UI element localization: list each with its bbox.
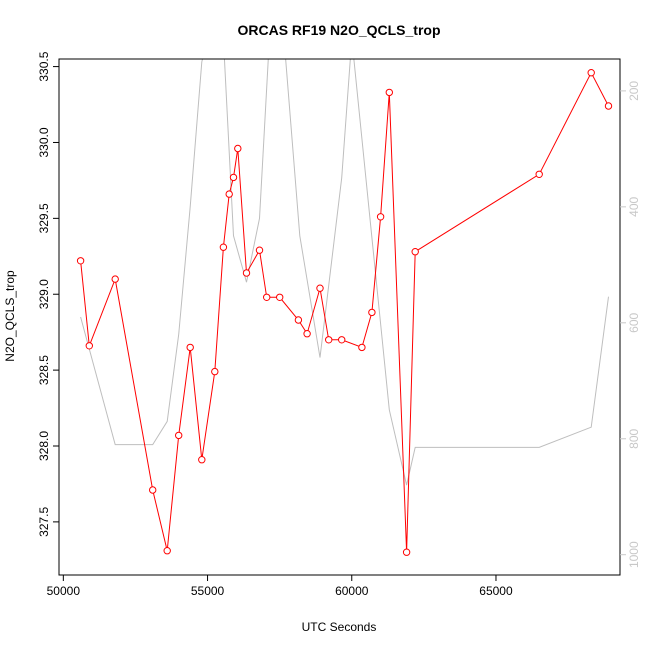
y-tick-label: 329.5	[37, 203, 51, 233]
data-point	[368, 308, 376, 317]
x-tick-label: 65000	[479, 584, 513, 598]
y-tick-label: 330.0	[37, 127, 51, 157]
data-point	[198, 456, 206, 464]
data-point	[294, 316, 303, 324]
data-point	[587, 69, 595, 77]
data-point	[604, 102, 613, 110]
y2-tick-label: 600	[627, 312, 641, 332]
data-point	[186, 343, 194, 352]
data-point	[263, 293, 271, 301]
data-point	[255, 246, 264, 254]
data-point	[338, 336, 346, 344]
data-point	[163, 547, 171, 555]
data-point	[234, 144, 242, 153]
data-point	[303, 330, 311, 338]
axes-layer: 50000 55000 60000 65000 327.5 328.0 328.5 329.0…	[37, 51, 641, 598]
data-point	[535, 170, 543, 179]
data-point	[76, 257, 85, 265]
x-tick-label: 55000	[191, 584, 225, 598]
x-tick-label: 50000	[47, 584, 81, 598]
data-point	[411, 248, 419, 256]
y-tick-label: 329.0	[37, 279, 51, 309]
data-point	[376, 213, 385, 221]
data-point	[229, 173, 238, 182]
primary-series-layer	[76, 69, 613, 556]
data-point	[211, 367, 219, 376]
x-tick-label: 60000	[335, 584, 369, 598]
data-point	[316, 284, 324, 292]
data-point	[219, 243, 228, 251]
data-point	[175, 431, 183, 440]
y-tick-label: 328.0	[37, 431, 51, 461]
secondary-series-line	[80, 59, 609, 486]
plot-frame	[58, 58, 621, 576]
x-axis-label: UTC Seconds	[302, 620, 377, 634]
chart-title: ORCAS RF19 N2O_QCLS_trop	[237, 22, 440, 38]
data-point	[385, 88, 393, 97]
y-tick-label: 328.5	[37, 355, 51, 385]
data-point	[149, 486, 157, 494]
data-point	[402, 548, 411, 556]
y-tick-label: 327.5	[37, 507, 51, 537]
y-tick-label: 330.5	[37, 51, 51, 81]
data-point	[111, 275, 119, 283]
data-point	[325, 336, 333, 344]
data-point	[242, 269, 251, 277]
y2-tick-label: 1000	[627, 541, 641, 568]
data-point	[276, 293, 284, 301]
y2-tick-label: 800	[627, 428, 641, 448]
y2-tick-label: 400	[627, 196, 641, 216]
data-point	[225, 190, 233, 198]
data-point	[358, 343, 366, 352]
y2-tick-label: 200	[627, 81, 641, 101]
data-point	[85, 342, 94, 350]
y-axis-label: N2O_QCLS_trop	[3, 270, 17, 362]
secondary-series-layer	[80, 59, 609, 486]
